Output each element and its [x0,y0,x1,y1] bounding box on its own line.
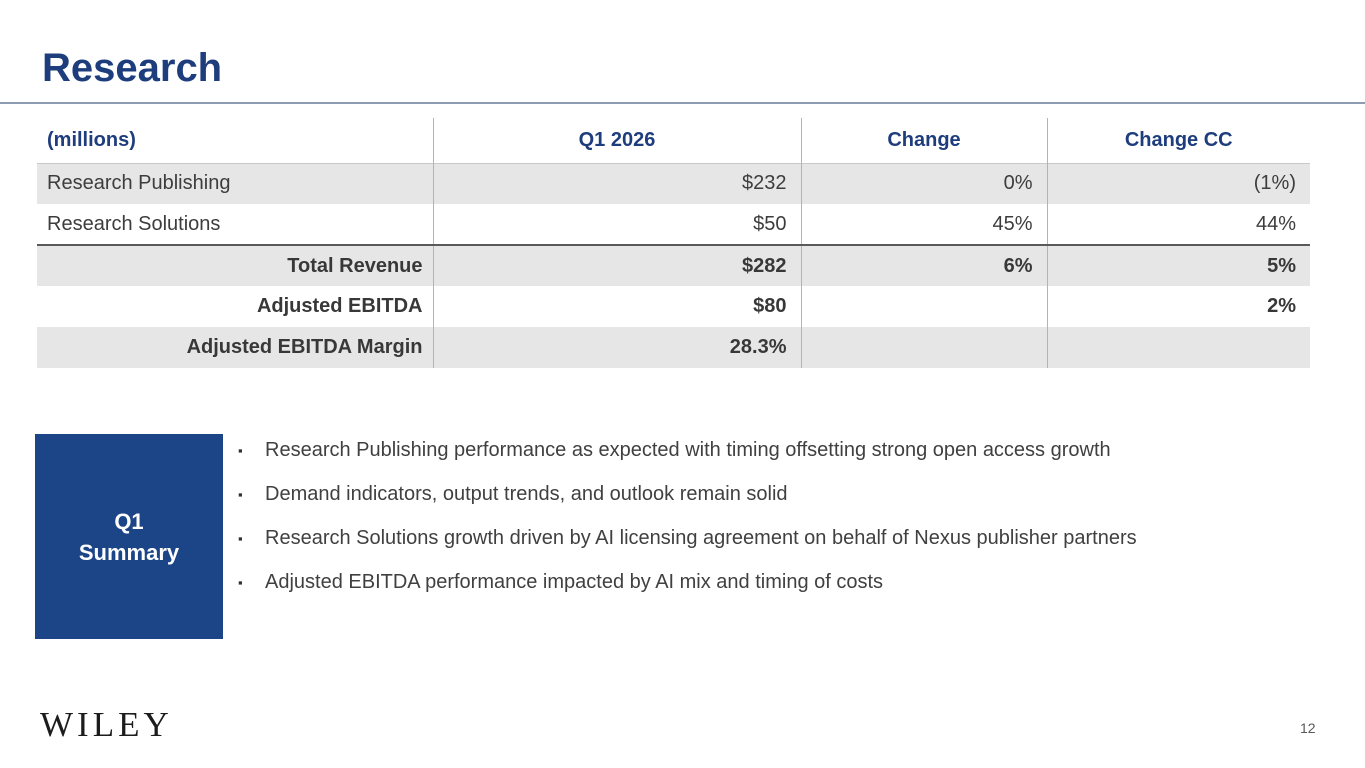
wiley-logo: WILEY [40,705,173,744]
bullet-text: Research Solutions growth driven by AI l… [265,527,1137,549]
table-row: Adjusted EBITDA Margin 28.3% [37,327,1310,368]
cell-q1-2026: $282 [432,245,801,286]
table-row: Research Solutions $50 45% 44% [37,204,1310,245]
cell-q1-2026: $50 [432,204,801,245]
column-header-millions: (millions) [47,128,136,151]
cell-change [800,327,1047,368]
bullet-square-icon: ▪ [238,575,243,590]
cell-q1-2026: 28.3% [432,327,801,368]
bullet-text: Demand indicators, output trends, and ou… [265,483,788,505]
column-header-q1-2026: Q1 2026 [432,118,801,163]
summary-bullet: ▪ Research Solutions growth driven by AI … [238,526,1338,551]
table-row: Adjusted EBITDA $80 2% [37,286,1310,327]
row-label: Research Solutions [47,212,221,235]
cell-change: 6% [800,245,1047,286]
cell-change-cc: 5% [1046,245,1310,286]
title-divider [0,102,1365,104]
bullet-square-icon: ▪ [238,487,243,502]
row-label: Total Revenue [287,254,423,277]
summary-bullet: ▪ Research Publishing performance as expe… [238,438,1338,463]
summary-bullet: ▪ Adjusted EBITDA performance impacted by… [238,570,1338,595]
row-label: Adjusted EBITDA Margin [186,336,423,358]
cell-q1-2026: $80 [432,286,801,327]
table-row: Research Publishing $232 0% (1%) [37,163,1310,204]
q1-summary-box: Q1 Summary [35,434,223,639]
summary-bullet: ▪ Demand indicators, output trends, and o… [238,482,1338,507]
cell-change-cc: 2% [1046,286,1310,327]
bullet-text: Adjusted EBITDA performance impacted by … [265,571,884,593]
q1-summary-heading: Q1 Summary [78,508,180,565]
bullet-square-icon: ▪ [238,443,243,458]
cell-change-cc: 44% [1046,204,1310,245]
row-label: Adjusted EBITDA [256,295,423,317]
table-body: Research Publishing $232 0% (1%) Research So… [37,163,1310,368]
cell-change-cc [1046,327,1310,368]
summary-bullet-list: ▪ Research Publishing performance as expe… [238,438,1338,614]
bullet-text: Research Publishing performance as expec… [265,439,1111,461]
column-header-change: Change [800,118,1047,163]
cell-change [800,286,1047,327]
table-row: Total Revenue $282 6% 5% [37,245,1310,286]
financial-table: (millions) Q1 2026 Change Change CC Rese… [37,118,1310,368]
page-title: Research [42,46,223,90]
column-header-change-cc: Change CC [1046,118,1310,163]
row-label: Research Publishing [47,172,231,195]
cell-change: 0% [800,163,1047,204]
cell-change-cc: (1%) [1046,163,1310,204]
page-number: 12 [1300,720,1316,736]
table-header-row: (millions) Q1 2026 Change Change CC [37,118,1310,163]
cell-change: 45% [800,204,1047,245]
cell-q1-2026: $232 [432,163,801,204]
bullet-square-icon: ▪ [238,531,243,546]
